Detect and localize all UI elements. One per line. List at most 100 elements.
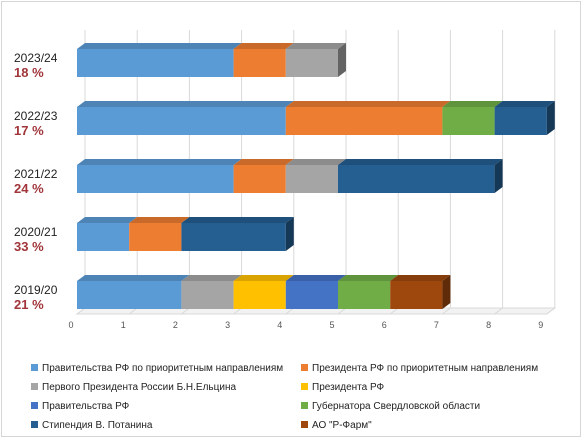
bar-segment-side [494, 159, 503, 193]
legend-label: Губернатора Свердловской области [312, 400, 480, 412]
bars [77, 43, 555, 309]
bar-segment [285, 159, 346, 193]
legend: Правительства РФ по приоритетным направл… [31, 363, 538, 431]
bar-segment-front [285, 281, 338, 309]
bar-segment [77, 217, 138, 251]
bar-segment [285, 101, 451, 135]
bar-segment-top [338, 275, 399, 281]
grid-line-floor [442, 307, 451, 315]
legend-item: АО "Р-Фарм" [301, 420, 372, 431]
category-label: 2021/22 [14, 167, 58, 181]
x-tick-label: 6 [382, 320, 387, 330]
bar-segment [494, 101, 555, 135]
category-percent-label: 21 % [14, 297, 44, 312]
legend-label: АО "Р-Фарм" [312, 420, 372, 431]
bar-segment-front [494, 107, 547, 135]
bar-segment [77, 43, 242, 77]
bar-segment [285, 275, 346, 309]
bar-segment-front [338, 165, 495, 193]
bar-segment [129, 217, 190, 251]
bar-segment-top [77, 101, 294, 107]
x-tick-label: 0 [68, 320, 73, 330]
legend-item: Президента РФ [301, 382, 385, 393]
category-percent-label: 33 % [14, 239, 44, 254]
bar-segment-side [338, 43, 346, 77]
bar-segment-top [442, 101, 503, 107]
grid-line-floor [546, 307, 556, 315]
legend-item: Правительства РФ по приоритетным направл… [31, 363, 283, 374]
bar-segment-side [442, 275, 451, 309]
bar-segment [390, 275, 451, 309]
x-tick-label: 8 [486, 320, 491, 330]
legend-swatch [31, 383, 38, 390]
bar-segment-front [390, 281, 443, 309]
legend-label: Президента РФ по приоритетным направлени… [312, 363, 538, 374]
x-tick-label: 4 [277, 320, 282, 330]
bar-segment-top [285, 43, 346, 49]
legend-label: Стипендия В. Потанина [42, 420, 153, 431]
bar-segment [77, 159, 242, 193]
bar-segment-front [233, 49, 286, 77]
bar-segment-top [233, 275, 294, 281]
legend-swatch [31, 421, 38, 428]
bar-segment-front [77, 165, 234, 193]
bar-segment-front [77, 223, 130, 251]
bar-segment-top [233, 43, 294, 49]
bar-segment [442, 101, 503, 135]
bar-segment-side [546, 101, 555, 135]
bar-segment-front [285, 107, 443, 135]
category-percent-label: 24 % [14, 181, 44, 196]
legend-item: Президента РФ по приоритетным направлени… [301, 363, 538, 374]
bar-segment-front [285, 49, 338, 77]
bar-segment [233, 275, 294, 309]
bar-segment-top [390, 275, 451, 281]
bar-segment-top [285, 159, 346, 165]
legend-swatch [31, 364, 38, 371]
legend-label: Правительства РФ по приоритетным направл… [42, 363, 283, 374]
bar-segment-front [129, 223, 182, 251]
category-label: 2023/24 [14, 51, 58, 65]
legend-label: Правительства РФ [42, 401, 130, 412]
x-tick-label: 2 [173, 320, 178, 330]
bar-segment [77, 101, 294, 135]
bar-segment [233, 43, 294, 77]
bar-segment-top [285, 275, 346, 281]
bar-segment-top [338, 159, 503, 165]
bar-segment-top [129, 217, 190, 223]
legend-swatch [301, 364, 308, 371]
bar-segment-front [285, 165, 338, 193]
x-tick-label: 7 [434, 320, 439, 330]
legend-item: Первого Президента России Б.Н.Ельцина [31, 382, 236, 393]
grid-line-floor [494, 307, 503, 315]
bar-segment [338, 275, 399, 309]
bar-segment-front [233, 165, 286, 193]
bar-segment-top [285, 101, 451, 107]
x-axis-ticks: 0 1 2 3 4 5 6 7 8 9 [68, 320, 543, 330]
bar-segment-top [181, 217, 294, 223]
bar-segment-top [77, 43, 242, 49]
legend-label: Первого Президента России Б.Н.Ельцина [42, 382, 236, 393]
bar-segment [181, 275, 242, 309]
legend-swatch [301, 421, 308, 428]
bar-segment-top [181, 275, 242, 281]
category-label: 2022/23 [14, 109, 58, 123]
legend-item: Правительства РФ [31, 401, 130, 412]
bar-segment-front [77, 281, 182, 309]
bar-segment-front [181, 223, 286, 251]
category-percent-label: 18 % [14, 65, 44, 80]
bar-segment [77, 275, 190, 309]
bar-segment-side [285, 217, 294, 251]
legend-swatch [301, 383, 308, 390]
bar-segment [285, 43, 346, 77]
bar-segment-top [233, 159, 294, 165]
x-tick-label: 9 [538, 320, 543, 330]
bar-segment [181, 217, 294, 251]
x-tick-label: 3 [225, 320, 230, 330]
bar-segment-front [338, 281, 391, 309]
legend-item: Стипендия В. Потанина [31, 420, 153, 431]
legend-label: Президента РФ [312, 382, 385, 393]
x-tick-label: 5 [329, 320, 334, 330]
category-label: 2020/21 [14, 225, 58, 239]
